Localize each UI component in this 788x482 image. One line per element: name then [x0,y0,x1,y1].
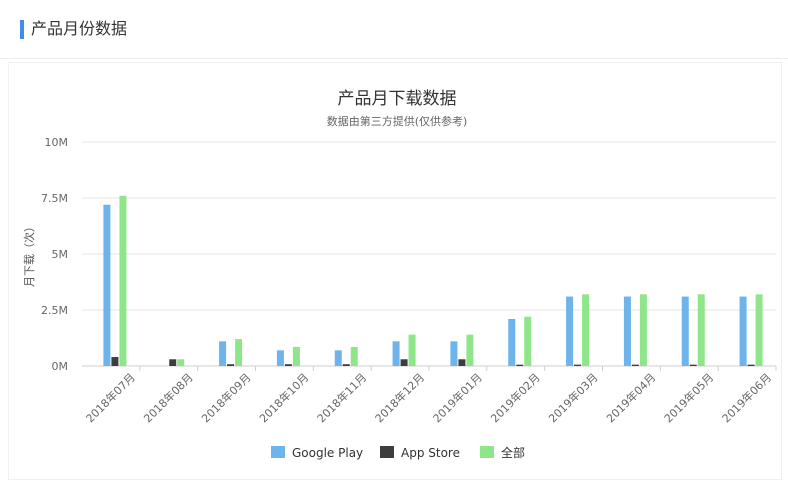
bar-app-store[interactable] [400,359,408,366]
section-accent-bar [20,20,24,39]
chart-subtitle: 数据由第三方提供(仅供参考) [327,114,468,128]
y-tick-label: 2.5M [41,304,68,317]
bar-google-play[interactable] [392,341,400,366]
bar-all[interactable] [177,359,185,366]
legend-label: 全部 [501,445,525,460]
bar-all[interactable] [755,294,763,366]
y-tick-label: 0M [52,360,69,373]
y-tick-label: 7.5M [41,192,68,205]
bar-all[interactable] [466,334,474,366]
x-tick-label: 2018年10月 [256,370,311,425]
bar-google-play[interactable] [623,296,631,366]
bar-app-store[interactable] [284,364,292,366]
bar-app-store[interactable] [458,359,466,366]
x-tick-label: 2019年02月 [488,370,543,425]
bar-app-store[interactable] [342,364,350,366]
bar-google-play[interactable] [739,296,747,366]
x-tick-label: 2019年05月 [661,370,716,425]
bar-all[interactable] [119,195,127,366]
bar-all[interactable] [408,334,416,366]
bar-all[interactable] [524,316,532,366]
x-tick-label: 2018年09月 [198,370,253,425]
chart-legend[interactable]: Google Play App Store 全部 [271,445,525,460]
bar-google-play[interactable] [450,341,458,366]
legend-swatch [380,446,394,458]
bar-app-store[interactable] [169,359,177,366]
y-tick-label: 5M [52,248,69,261]
bar-app-store[interactable] [689,364,697,366]
bar-google-play[interactable] [508,318,516,366]
x-tick-label: 2018年12月 [372,370,427,425]
bar-google-play[interactable] [103,204,111,366]
y-tick-label: 10M [45,136,69,149]
bar-google-play[interactable] [334,350,342,366]
x-tick-label: 2019年03月 [545,370,600,425]
legend-swatch [271,446,285,458]
x-tick-label: 2018年07月 [83,370,138,425]
legend-item-app-store[interactable]: App Store [380,446,460,460]
x-tick-label: 2019年04月 [603,370,658,425]
bar-app-store[interactable] [747,364,755,366]
chart-title: 产品月下载数据 [338,89,457,109]
legend-label: App Store [401,446,460,460]
bar-all[interactable] [697,294,705,366]
bar-google-play[interactable] [276,350,284,366]
bar-all[interactable] [235,339,243,366]
y-axis: 0M 2.5M 5M 7.5M 10M [41,136,68,373]
bar-app-store[interactable] [574,364,582,366]
x-tick-label: 2019年06月 [719,370,774,425]
bar-google-play[interactable] [566,296,574,366]
bar-app-store[interactable] [111,357,119,366]
section-title: 产品月份数据 [31,19,128,38]
bar-all[interactable] [639,294,647,366]
bar-all[interactable] [350,346,358,366]
bar-google-play[interactable] [219,341,227,366]
x-tick-label: 2018年08月 [141,370,196,425]
x-tick-label: 2019年01月 [430,370,485,425]
chart-card [8,62,782,480]
x-axis: 2018年07月 2018年08月 2018年09月 2018年10月 2018年11月… [83,366,777,425]
bar-app-store[interactable] [631,364,639,366]
bar-google-play[interactable] [681,296,689,366]
bar-all[interactable] [292,346,300,366]
legend-item-google-play[interactable]: Google Play [271,446,363,460]
chart-bars [103,195,763,366]
section-header: 产品月份数据 [0,0,788,59]
bar-all[interactable] [582,294,590,366]
bar-app-store[interactable] [516,364,524,366]
bar-app-store[interactable] [227,364,235,366]
chart-grid [82,141,776,367]
legend-label: Google Play [292,446,363,460]
y-axis-title: 月下载（次） [22,221,36,287]
legend-item-all[interactable]: 全部 [480,445,525,460]
legend-swatch [480,446,494,458]
x-tick-label: 2018年11月 [314,370,369,425]
